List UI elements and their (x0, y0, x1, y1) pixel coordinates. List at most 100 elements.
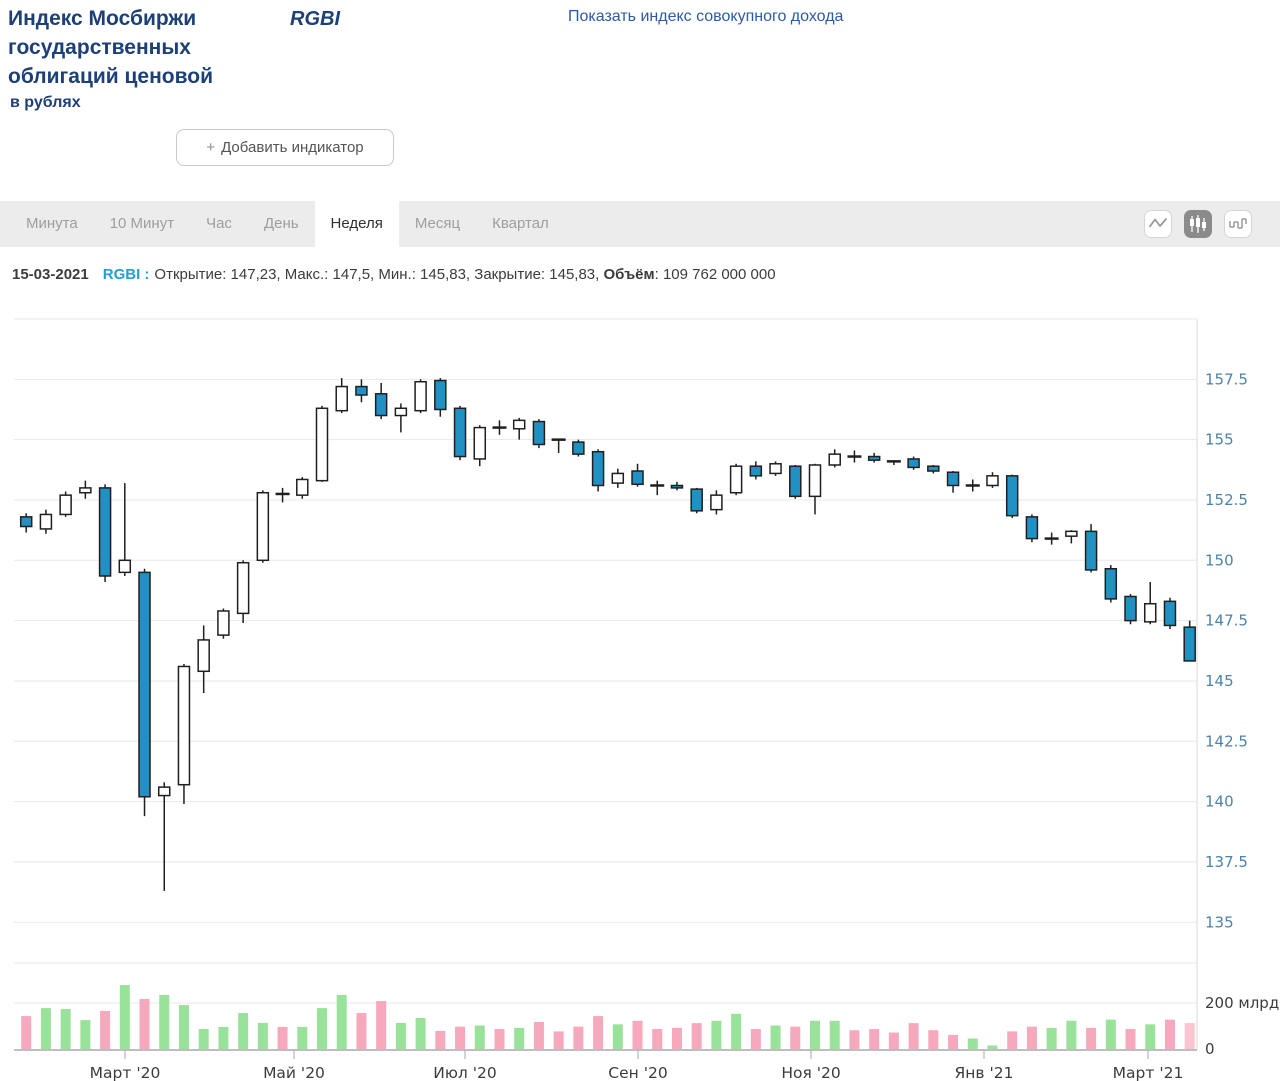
candlestick[interactable] (690, 488, 703, 512)
candlestick-doji[interactable] (551, 438, 566, 441)
volume-bar[interactable] (139, 998, 150, 1049)
candlestick[interactable] (39, 513, 53, 530)
candlestick[interactable] (611, 472, 625, 484)
candlestick[interactable] (986, 475, 999, 487)
candlestick-doji[interactable] (886, 460, 901, 463)
candlestick[interactable] (374, 393, 388, 417)
volume-bar[interactable] (376, 1001, 387, 1049)
candlestick[interactable] (177, 665, 191, 786)
candlestick[interactable] (1163, 600, 1177, 627)
candlestick[interactable] (927, 465, 940, 472)
candlestick[interactable] (59, 494, 72, 516)
candlestick[interactable] (256, 491, 270, 562)
volume-bar[interactable] (849, 1030, 860, 1049)
candlestick[interactable] (296, 478, 309, 496)
candlestick[interactable] (670, 484, 684, 489)
volume-bar[interactable] (770, 1025, 781, 1050)
candlestick[interactable] (1143, 602, 1157, 623)
candlestick[interactable] (453, 407, 467, 458)
ohlc-chart-icon[interactable] (1224, 210, 1252, 238)
volume-bar[interactable] (1145, 1024, 1156, 1049)
volume-bar[interactable] (21, 1016, 32, 1049)
volume-bar[interactable] (948, 1034, 959, 1049)
candlestick[interactable] (808, 464, 822, 498)
volume-bar[interactable] (336, 994, 347, 1049)
volume-bar[interactable] (731, 1013, 742, 1049)
tab-минута[interactable]: Минута (26, 215, 78, 232)
candlestick[interactable] (1005, 475, 1019, 517)
candlestick[interactable] (414, 380, 427, 412)
volume-bar[interactable] (1086, 1027, 1097, 1049)
candlestick-doji[interactable] (847, 455, 862, 458)
volume-bar[interactable] (888, 1032, 899, 1049)
tab-день[interactable]: День (263, 215, 299, 232)
candlestick[interactable] (591, 450, 605, 487)
volume-bar[interactable] (415, 1017, 426, 1049)
candlestick[interactable] (19, 516, 33, 528)
candlestick[interactable] (867, 455, 881, 461)
volume-bar[interactable] (100, 1010, 111, 1049)
volume-bar[interactable] (711, 1020, 722, 1049)
candlestick[interactable] (1025, 516, 1039, 540)
volume-bar[interactable] (593, 1016, 604, 1049)
candlestick[interactable] (394, 407, 408, 417)
candlestick-doji[interactable] (275, 492, 290, 496)
volume-bar[interactable] (810, 1020, 820, 1049)
volume-bar[interactable] (612, 1024, 623, 1049)
volume-bar[interactable] (435, 1030, 446, 1049)
volume-bar[interactable] (750, 1029, 761, 1049)
volume-bar[interactable] (533, 1021, 544, 1049)
candlestick[interactable] (729, 465, 743, 494)
volume-bar[interactable] (553, 1031, 564, 1049)
volume-bar[interactable] (60, 1009, 71, 1049)
candlestick[interactable] (335, 385, 348, 412)
volume-bar[interactable] (40, 1008, 51, 1049)
candlestick[interactable] (769, 463, 782, 475)
volume-bar[interactable] (928, 1030, 939, 1049)
volume-bar[interactable] (395, 1022, 406, 1049)
candlestick[interactable] (473, 426, 487, 460)
tab-10-минут[interactable]: 10 Минут (109, 215, 175, 232)
candlestick[interactable] (236, 561, 250, 615)
volume-bar[interactable] (1105, 1019, 1116, 1049)
volume-bar[interactable] (356, 1013, 367, 1049)
candlestick-chart-icon[interactable] (1184, 210, 1212, 238)
volume-bar[interactable] (671, 1027, 682, 1049)
volume-bar[interactable] (297, 1026, 308, 1049)
volume-bar[interactable] (317, 1008, 327, 1049)
candlestick[interactable] (98, 487, 112, 577)
volume-bar[interactable] (1007, 1031, 1018, 1049)
volume-bar[interactable] (691, 1023, 702, 1049)
candlestick[interactable] (1065, 530, 1078, 537)
volume-bar[interactable] (632, 1020, 643, 1049)
candlestick-doji[interactable] (492, 426, 507, 429)
candlestick[interactable] (710, 494, 723, 511)
volume-bar[interactable] (1026, 1026, 1037, 1049)
volume-bar[interactable] (198, 1029, 209, 1049)
candlestick-doji[interactable] (965, 484, 980, 487)
volume-bar[interactable] (238, 1013, 249, 1049)
candlestick-doji[interactable] (650, 484, 665, 487)
candlestick[interactable] (355, 385, 368, 396)
volume-bar[interactable] (494, 1029, 505, 1049)
add-indicator-button[interactable]: + Добавить индикатор (176, 129, 394, 166)
tab-месяц[interactable]: Месяц (414, 215, 461, 232)
volume-bar[interactable] (908, 1023, 919, 1049)
volume-bar[interactable] (277, 1026, 288, 1049)
candlestick[interactable] (138, 571, 151, 798)
candlestick[interactable] (118, 559, 132, 574)
tab-неделя[interactable]: Неделя (314, 201, 399, 247)
candlestick[interactable] (79, 487, 92, 494)
tab-квартал[interactable]: Квартал (492, 215, 549, 232)
volume-bar[interactable] (573, 1026, 584, 1049)
candlestick[interactable] (217, 610, 230, 636)
candlestick[interactable] (157, 786, 171, 797)
volume-bar[interactable] (652, 1029, 663, 1049)
volume-bar[interactable] (1125, 1029, 1136, 1049)
volume-bar[interactable] (178, 1005, 189, 1049)
candlestick[interactable] (572, 441, 585, 455)
volume-bar[interactable] (987, 1045, 998, 1049)
candlestick-doji[interactable] (1044, 537, 1059, 540)
tab-час[interactable]: Час (206, 215, 232, 232)
volume-bar[interactable] (790, 1026, 801, 1049)
